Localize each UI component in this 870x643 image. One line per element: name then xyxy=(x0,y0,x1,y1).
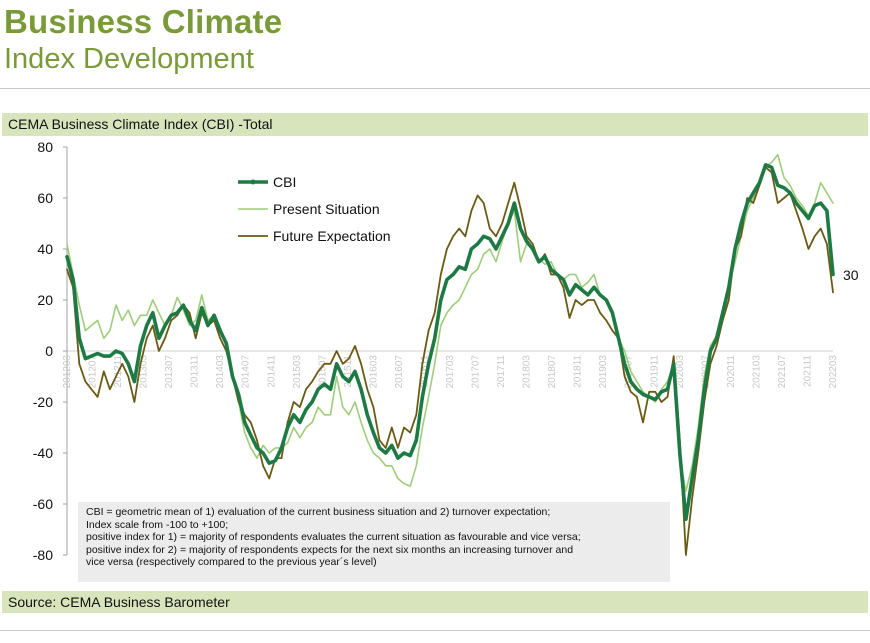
x-tick-label: 201911 xyxy=(649,355,660,388)
x-tick-label: 201603 xyxy=(368,355,379,389)
x-tick-label: 202103 xyxy=(751,355,762,389)
page-subtitle: Index Development xyxy=(4,43,254,75)
source-band: Source: CEMA Business Barometer xyxy=(2,591,868,613)
legend-label: Future Expectation xyxy=(273,228,391,244)
x-tick-label: 201607 xyxy=(394,355,405,389)
note-line: CBI = geometric mean of 1) evaluation of… xyxy=(86,506,551,518)
y-tick-label: 0 xyxy=(45,343,53,359)
x-tick-label: 201311 xyxy=(190,355,201,388)
legend-marker xyxy=(250,179,256,185)
note-line: Index scale from -100 to +100; xyxy=(86,518,229,531)
x-tick-label: 201711 xyxy=(496,355,507,388)
x-tick-label: 201207 xyxy=(88,355,99,389)
end-value-label: 30 xyxy=(843,267,859,283)
series-line-present-situation xyxy=(66,153,834,493)
series-line-cbi xyxy=(65,163,835,522)
note-line: vice versa (respectively compared to the… xyxy=(86,556,377,569)
x-tick-label: 201507 xyxy=(317,355,328,389)
legend-label: CBI xyxy=(273,174,296,190)
series-lines xyxy=(65,153,835,556)
y-tick-label: 40 xyxy=(37,241,53,257)
footer-divider xyxy=(0,630,870,631)
x-tick-label: 202107 xyxy=(777,355,788,389)
x-axis-labels: 201203 201207 201211 201303 201307 201311 2014… xyxy=(62,355,839,389)
note-line: positive index for 2) = majority of resp… xyxy=(86,543,574,556)
x-tick-label: 201903 xyxy=(598,355,609,389)
x-tick-label: 202003 xyxy=(675,355,686,389)
y-tick-label: 80 xyxy=(37,139,53,155)
x-tick-label: 201511 xyxy=(343,355,354,388)
page-title: Business Climate xyxy=(4,3,283,40)
x-tick-label: 201803 xyxy=(522,355,533,389)
x-tick-label: 201407 xyxy=(241,355,252,389)
x-tick-label: 201203 xyxy=(62,355,73,389)
x-tick-label: 201611 xyxy=(419,355,430,388)
y-tick-label: -20 xyxy=(33,394,53,410)
legend-label: Present Situation xyxy=(273,201,380,217)
x-tick-label: 201411 xyxy=(266,355,277,388)
note-line: positive index for 1) = majority of resp… xyxy=(86,531,581,544)
y-tick-label: -60 xyxy=(33,496,53,512)
x-tick-label: 201907 xyxy=(624,355,635,389)
y-tick-label: -40 xyxy=(33,445,53,461)
methodology-note: CBI = geometric mean of 1) evaluation of… xyxy=(78,502,670,582)
x-tick-label: 201811 xyxy=(573,355,584,388)
x-tick-label: 202011 xyxy=(726,355,737,388)
y-tick-label: -80 xyxy=(33,547,53,563)
x-tick-label: 201703 xyxy=(445,355,456,389)
y-axis: 80 60 40 20 0 -20 -40 -60 -80 xyxy=(33,139,68,563)
y-tick-label: 60 xyxy=(37,190,53,206)
x-tick-label: 202111 xyxy=(802,355,813,387)
x-tick-label: 202203 xyxy=(828,355,839,389)
x-tick-label: 201503 xyxy=(292,355,303,389)
header-divider xyxy=(0,88,870,89)
x-tick-label: 201807 xyxy=(547,355,558,389)
x-tick-label: 201303 xyxy=(139,355,150,389)
x-tick-label: 201707 xyxy=(471,355,482,389)
x-tick-label: 201307 xyxy=(164,355,175,389)
chart-header-band: CEMA Business Climate Index (CBI) -Total xyxy=(2,113,868,136)
x-tick-label: 201403 xyxy=(215,355,226,389)
y-tick-label: 20 xyxy=(37,292,53,308)
chart-legend: CBI Present Situation Future Expectation xyxy=(238,174,391,244)
